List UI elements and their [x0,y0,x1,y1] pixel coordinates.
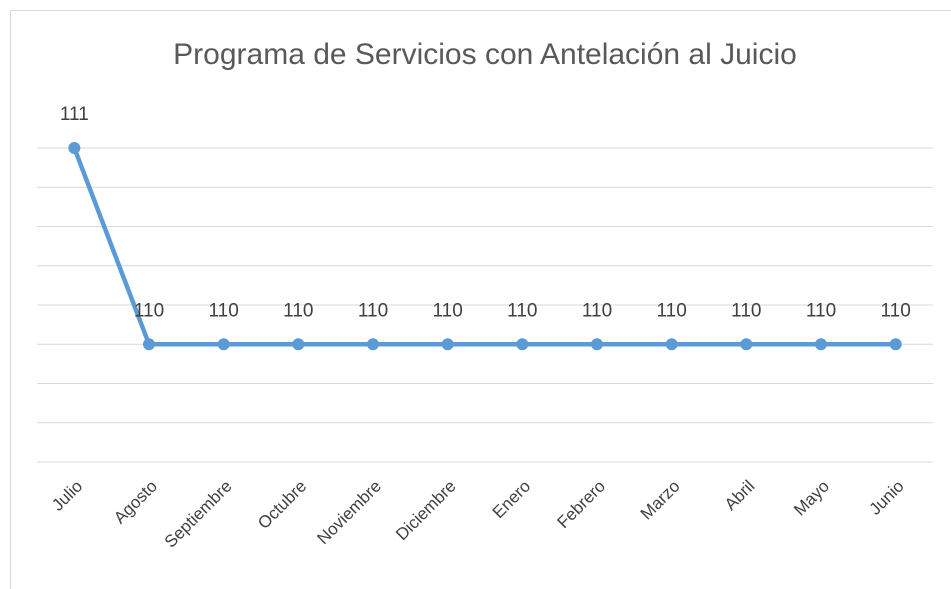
chart-title: Programa de Servicios con Antelación al … [173,38,797,71]
point [217,338,230,351]
data-label: 110 [433,300,463,321]
data-label: 110 [358,300,388,321]
x-tick-label: Junio [865,477,907,519]
x-tick-label: Abril [721,477,758,514]
x-tick-label: Octubre [254,477,310,533]
point [143,338,155,351]
data-label: 110 [731,300,761,321]
point [889,338,902,351]
point [665,338,678,351]
data-label: 110 [806,300,836,321]
x-tick-label: Enero [489,477,535,523]
x-tick-label: Diciembre [392,477,460,545]
point [292,338,305,351]
data-label: 110 [507,300,537,321]
chart-frame [10,10,951,589]
line [72,147,896,347]
x-tick-label: Mayo [790,477,833,520]
point [516,338,529,351]
x-tick-label: Septiembre [161,477,236,552]
data-label: 110 [134,300,164,321]
point [68,142,81,154]
point [740,338,753,351]
data-label: 111 [60,104,89,125]
point [815,338,827,351]
x-tick-label: Marzo [637,477,684,524]
data-label: 110 [881,300,911,321]
x-tick-label: Agosto [110,477,161,528]
data-label: 110 [283,300,313,321]
x-tick-label: Noviembre [313,477,385,549]
x-tick-label: Febrero [553,477,609,533]
point [591,338,603,351]
data-label: 110 [209,300,239,321]
point [441,338,454,351]
point [367,338,379,351]
data-label: 110 [657,300,687,321]
data-label: 110 [582,300,612,321]
x-tick-label: Julio [48,477,86,515]
